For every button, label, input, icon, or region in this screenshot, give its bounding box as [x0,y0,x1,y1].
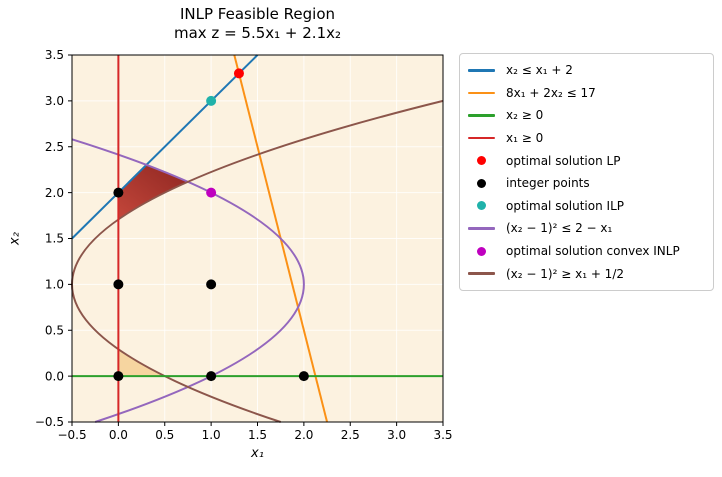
legend-item-6: optimal solution ILP [468,195,705,218]
constraint-line-x2-le-x1-plus-2 [71,54,259,240]
legend-label: x₁ ≥ 0 [506,131,544,146]
y-tick-label: 3.0 [45,94,64,108]
legend-item-3: x₁ ≥ 0 [468,127,705,150]
legend-label: x₂ ≤ x₁ + 2 [506,63,573,78]
legend: x₂ ≤ x₁ + 2 8x₁ + 2x₂ ≤ 17 x₂ ≥ 0 x₁ ≥ 0 opt… [459,53,714,291]
legend-item-1: 8x₁ + 2x₂ ≤ 17 [468,82,705,105]
legend-label: (x₂ − 1)² ≥ x₁ + 1/2 [506,266,624,281]
legend-line-swatch [468,69,495,72]
y-tick-label: 1.0 [45,278,64,292]
legend-line-swatch [468,272,495,275]
y-tick-label: 2.5 [45,140,64,154]
legend-label: integer points [506,176,590,191]
legend-item-5: integer points [468,172,705,195]
brown-parabola [70,99,444,423]
integer-points [113,187,124,198]
legend-dot-swatch [468,178,495,188]
integer-points [113,279,124,290]
legend-line-swatch [468,114,495,117]
y-tick-label: 0.0 [45,369,64,383]
legend-item-8: optimal solution convex INLP [468,240,705,263]
x-tick-label: −0.5 [57,428,86,442]
integer-points [113,371,124,382]
y-tick-label: −0.5 [35,415,64,429]
legend-line-swatch [468,227,495,230]
integer-points [206,371,217,382]
y-tick-label: 0.5 [45,323,64,337]
legend-dot-swatch [468,246,495,256]
chart-title: INLP Feasible Region [179,5,336,23]
y-tick-label: 3.5 [45,48,64,62]
x-tick-label: 2.0 [294,428,313,442]
chart-subtitle: max z = 5.5x₁ + 2.1x₂ [173,24,342,42]
legend-label: optimal solution convex INLP [506,244,680,259]
x-tick-label: 0.0 [109,428,128,442]
integer-points [206,279,217,290]
lower-feasible-region [118,349,165,377]
x-tick-label: 3.0 [387,428,406,442]
y-tick-label: 1.5 [45,232,64,246]
y-tick-label: 2.0 [45,186,64,200]
optimal-lp-point [233,68,244,79]
legend-label: x₂ ≥ 0 [506,108,544,123]
x-tick-label: 3.5 [433,428,452,442]
x-tick-label: 1.5 [248,428,267,442]
x-axis-label: x₁ [251,446,264,461]
legend-item-4: optimal solution LP [468,149,705,172]
y-axis-label: x₂ [7,232,23,245]
legend-item-0: x₂ ≤ x₁ + 2 [468,59,705,82]
legend-item-2: x₂ ≥ 0 [468,104,705,127]
x-tick-label: 2.5 [341,428,360,442]
legend-label: optimal solution LP [506,153,621,168]
legend-label: (x₂ − 1)² ≤ 2 − x₁ [506,221,613,236]
inlp-feasible-region [118,164,188,220]
x-tick-label: 1.0 [202,428,221,442]
plot-area: −0.5 0.0 0.5 1.0 1.5 2.0 2.5 3.0 3.5 −0.5 0.0 0.5 1.… [35,48,453,442]
legend-label: 8x₁ + 2x₂ ≤ 17 [506,85,596,100]
legend-item-9: (x₂ − 1)² ≥ x₁ + 1/2 [468,262,705,285]
legend-dot-swatch [468,156,495,166]
legend-line-swatch [468,136,495,140]
legend-item-7: (x₂ − 1)² ≤ 2 − x₁ [468,217,705,240]
x-tick-label: 0.5 [155,428,174,442]
optimal-ilp-point [206,95,217,106]
legend-label: optimal solution ILP [506,198,624,213]
integer-points [298,371,309,382]
legend-dot-swatch [468,201,495,211]
legend-line-swatch [468,91,495,95]
optimal-convex-inlp-point [206,187,217,198]
